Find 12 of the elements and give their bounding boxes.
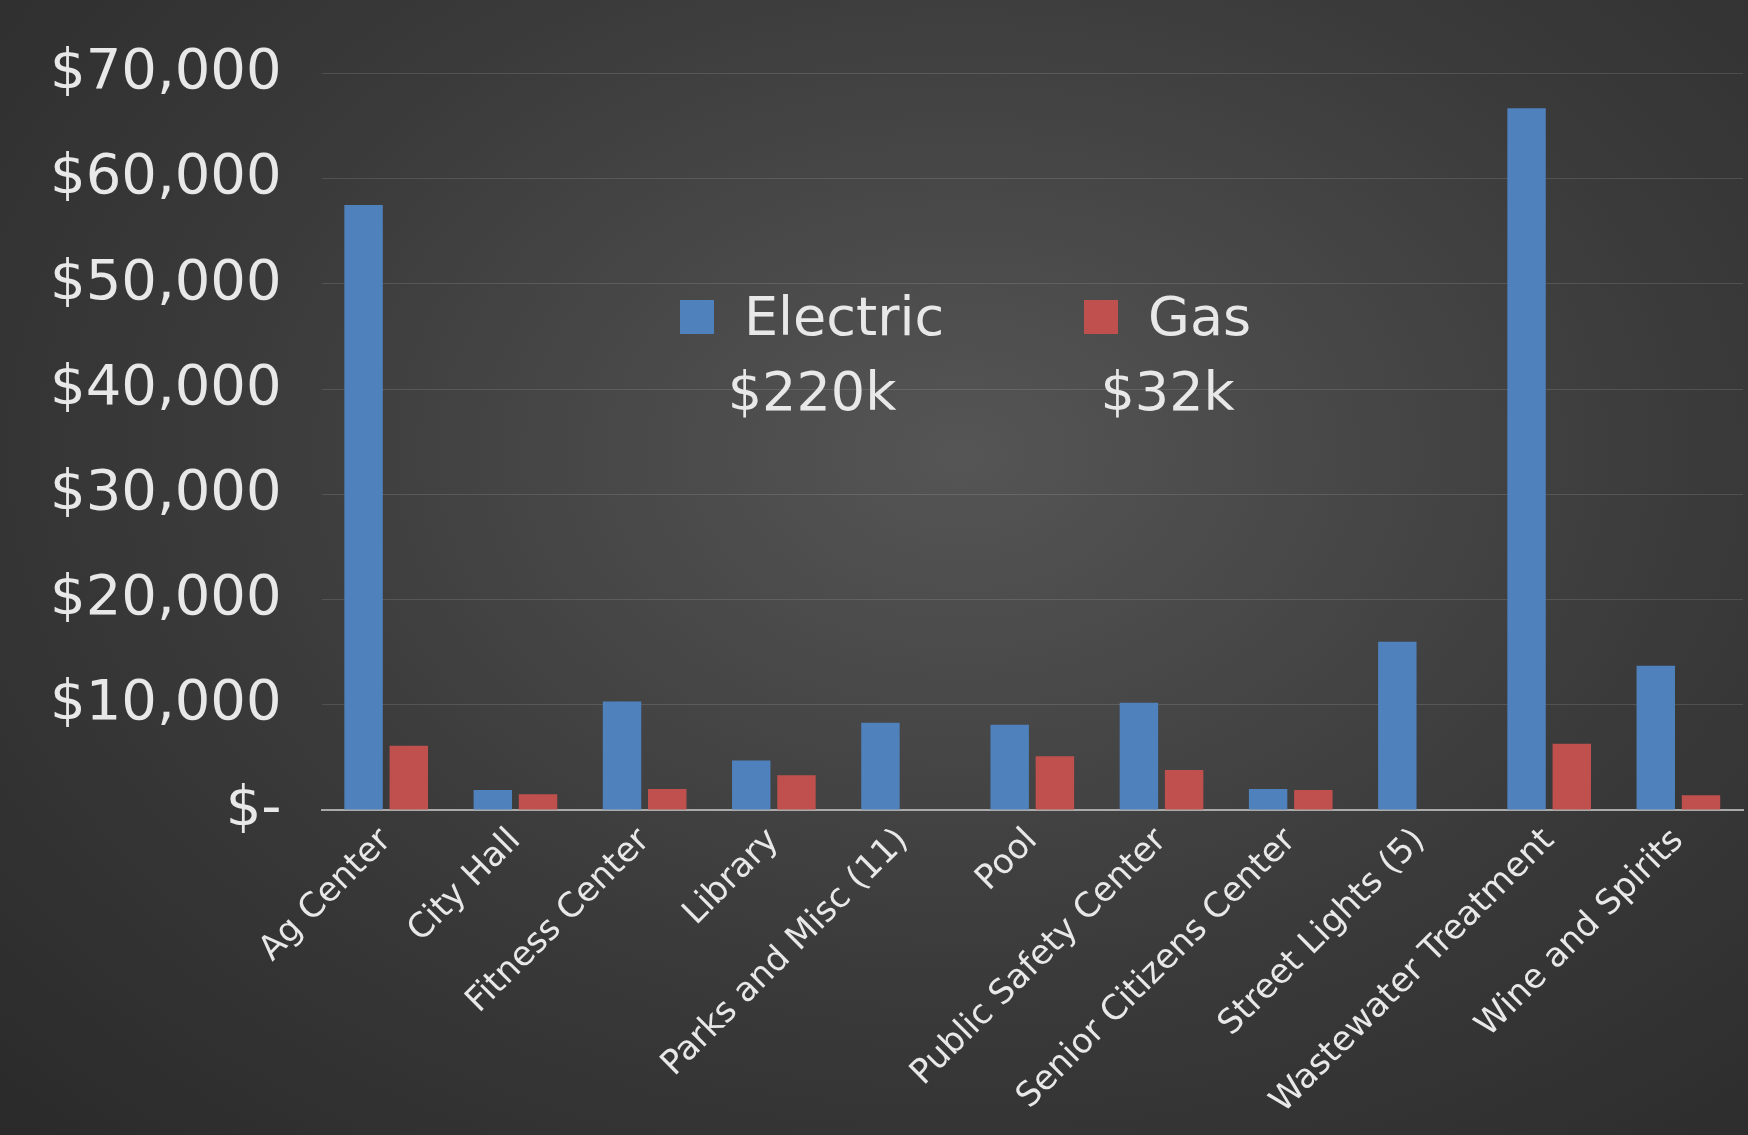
- y-tick-label: $30,000: [50, 456, 282, 522]
- annotation: $220k: [727, 360, 897, 423]
- y-tick-label: $70,000: [50, 36, 282, 102]
- y-tick-label: $20,000: [50, 562, 282, 628]
- annotation: $32k: [1100, 360, 1235, 423]
- legend-label: Electric: [744, 285, 945, 348]
- y-tick-label: $-: [225, 772, 282, 838]
- y-tick-label: $10,000: [50, 667, 282, 733]
- y-tick-label: $40,000: [50, 351, 282, 417]
- y-tick-label: $50,000: [50, 246, 282, 312]
- legend-label: Gas: [1148, 285, 1252, 348]
- y-tick-label: $60,000: [50, 141, 282, 207]
